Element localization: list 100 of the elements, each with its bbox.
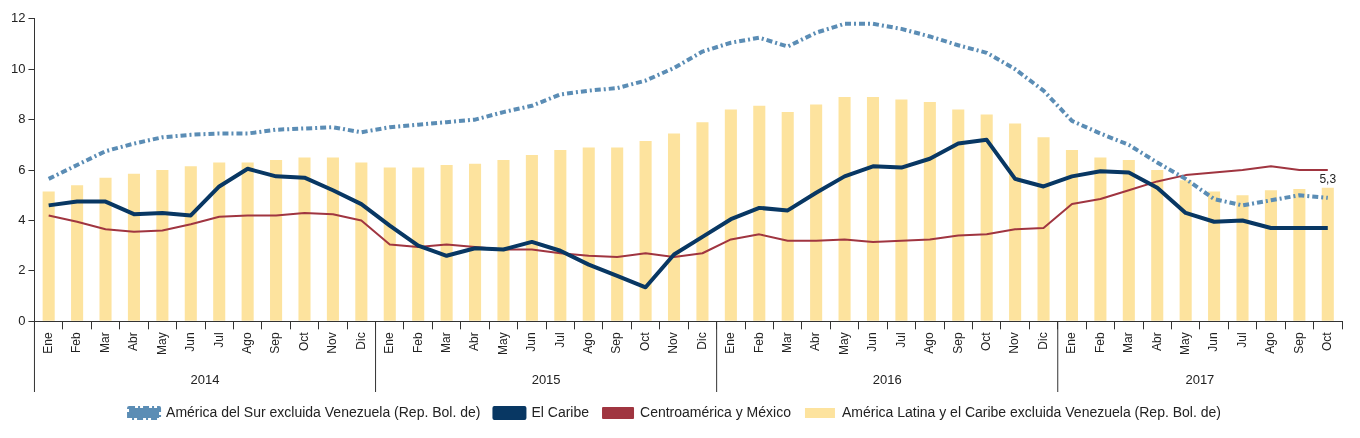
text: 2017 — [1185, 371, 1215, 387]
bar — [1179, 180, 1192, 321]
x-tick-label: Ene — [723, 332, 738, 354]
x-tick-label: Jun — [865, 332, 880, 352]
bar — [99, 177, 112, 321]
bar — [213, 162, 226, 321]
legend-label: América del Sur excluida Venezuela (Rep. Bol. de) — [166, 403, 481, 420]
text: 2015 — [531, 371, 561, 387]
bar — [696, 122, 709, 321]
legend-label: El Caribe — [531, 403, 590, 420]
bar — [1264, 190, 1277, 321]
x-tick-label: Ago — [922, 332, 937, 354]
bar — [241, 162, 254, 321]
bar — [298, 157, 311, 321]
x-tick-label: Sep — [268, 332, 283, 354]
x-tick-label: Ene — [40, 332, 55, 354]
bar — [781, 112, 794, 321]
y-tick-label: 6 — [18, 161, 26, 177]
x-tick-label: Mar — [780, 332, 795, 353]
x-tick-label: Feb — [410, 332, 425, 354]
bar — [838, 96, 851, 321]
x-tick-label: Jun — [1206, 332, 1221, 352]
x-tick-label: Nov — [1007, 332, 1022, 354]
bar — [1122, 159, 1135, 321]
x-tick-label: Nov — [325, 332, 340, 354]
bar — [582, 147, 595, 321]
data-label: 5,3 — [1319, 172, 1337, 187]
bar — [952, 109, 965, 321]
bar — [270, 159, 283, 321]
x-tick-label: Mar — [97, 332, 112, 353]
y-tick-label: 4 — [18, 212, 26, 228]
x-tick-label: Jul — [1234, 332, 1249, 348]
x-tick-label: Ene — [1064, 332, 1079, 354]
bar — [895, 99, 908, 321]
x-tick-label: Dic — [353, 332, 368, 350]
x-tick-label: Oct — [296, 331, 311, 351]
x-tick-label: May — [154, 332, 169, 355]
bar — [753, 105, 766, 321]
x-tick-label: May — [495, 332, 510, 355]
bar — [1009, 123, 1022, 321]
bar — [497, 159, 510, 321]
bar — [355, 162, 368, 321]
bar — [127, 173, 140, 321]
bar — [156, 170, 169, 321]
bar — [412, 167, 425, 321]
x-tick-label: Mar — [438, 332, 453, 353]
bar — [1236, 195, 1249, 321]
x-tick-label: Ago — [1263, 332, 1278, 354]
bar — [71, 185, 84, 321]
x-tick-label: Abr — [808, 332, 823, 352]
x-tick-label: Jul — [893, 332, 908, 348]
y-tick-label: 2 — [18, 262, 26, 278]
bar — [440, 165, 453, 321]
x-tick-label: Jun — [524, 332, 539, 352]
x-tick-label: May — [836, 332, 851, 355]
bar — [980, 114, 993, 321]
y-tick-label: 12 — [10, 10, 26, 26]
bar — [326, 157, 339, 321]
bar — [866, 96, 880, 321]
x-tick-label: Jun — [183, 332, 198, 352]
legend-label: Centroamérica y México — [640, 403, 792, 420]
bar — [1208, 191, 1221, 321]
x-tick-label: Oct — [637, 331, 652, 351]
y-tick-label: 0 — [18, 312, 26, 328]
bar — [184, 166, 197, 321]
y-tick-label: 8 — [18, 111, 26, 127]
x-tick-label: Mar — [1121, 332, 1136, 353]
bar — [667, 133, 681, 321]
bar — [923, 102, 936, 321]
x-tick-label: Feb — [751, 332, 766, 354]
bar — [1151, 170, 1164, 321]
legend-label: América Latina y el Caribe excluida Venezuela (Rep. Bol. de) — [841, 403, 1221, 420]
bar — [611, 147, 624, 321]
x-tick-label: Sep — [609, 332, 624, 354]
x-tick-label: Sep — [1291, 332, 1306, 354]
bar — [469, 163, 482, 321]
x-tick-label: Abr — [1149, 332, 1164, 352]
x-tick-label: Feb — [69, 332, 84, 354]
x-tick-label: Dic — [1035, 332, 1050, 350]
bar — [525, 154, 538, 321]
x-tick-label: Abr — [467, 332, 482, 352]
bar — [42, 191, 55, 321]
x-tick-label: Oct — [1320, 331, 1335, 351]
bar — [1321, 187, 1334, 321]
x-tick-label: Sep — [950, 332, 965, 354]
bar — [1094, 157, 1107, 321]
x-tick-label: Nov — [666, 332, 681, 354]
x-tick-label: Dic — [694, 332, 709, 350]
x-tick-label: Ago — [581, 332, 596, 354]
x-tick-label: Jul — [211, 332, 226, 348]
x-tick-label: Abr — [126, 332, 141, 352]
bar — [383, 167, 396, 321]
bar — [1065, 149, 1079, 321]
bar — [554, 149, 567, 321]
bar — [1037, 137, 1050, 321]
bar — [639, 141, 652, 321]
x-tick-label: May — [1177, 332, 1192, 355]
x-tick-label: Ene — [382, 332, 397, 354]
x-tick-label: Oct — [979, 331, 993, 351]
bar — [810, 104, 823, 321]
